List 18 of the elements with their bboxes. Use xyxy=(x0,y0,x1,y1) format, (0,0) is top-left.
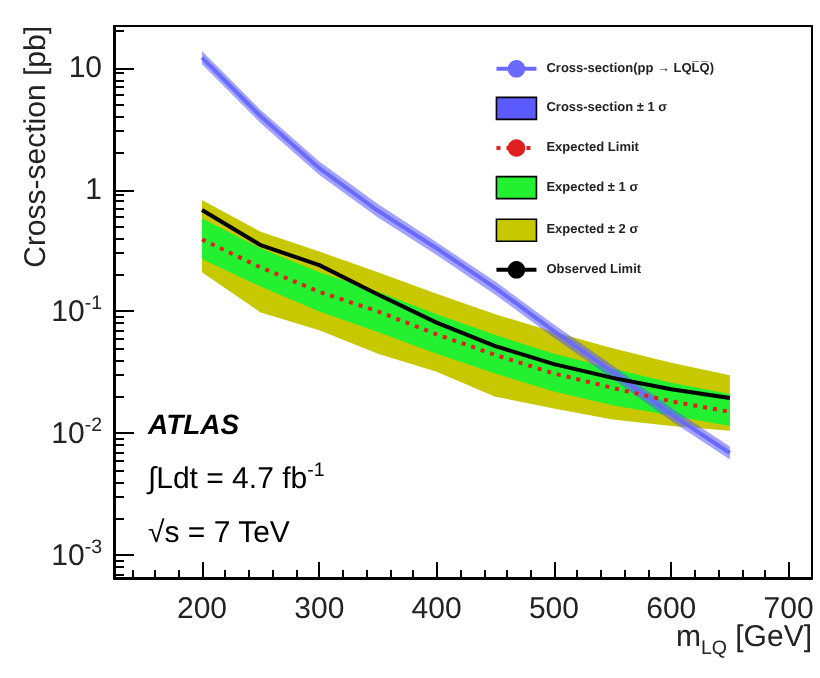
line-series xyxy=(199,208,732,400)
y-tick-label: 10$^{-2}$ xyxy=(51,414,102,451)
x-tick-label: 600 xyxy=(646,592,697,626)
y-tick-label: 10$^{-3}$ xyxy=(51,536,102,573)
line-series xyxy=(199,237,732,414)
x-tick-label: 300 xyxy=(294,592,345,626)
y-tick-label: 10 xyxy=(68,50,102,85)
y-axis-title: Cross-section [pb] xyxy=(19,26,53,268)
y-tick-label: 1 xyxy=(85,172,102,207)
x-tick-label: 400 xyxy=(411,592,462,626)
annotation: ∫Ldt = 4.7 fb$^{-1}$ xyxy=(148,460,325,496)
x-tick-label: 500 xyxy=(528,592,579,626)
x-tick-label: 200 xyxy=(176,592,228,626)
x-tick-label: 700 xyxy=(763,592,814,626)
annotation: ATLAS xyxy=(148,408,240,440)
x-axis-title: m$_{LQ}$ [GeV] xyxy=(675,620,812,660)
y-tick-label: 10$^{-1}$ xyxy=(51,292,102,329)
annotation: √s = 7 TeV xyxy=(148,516,290,550)
